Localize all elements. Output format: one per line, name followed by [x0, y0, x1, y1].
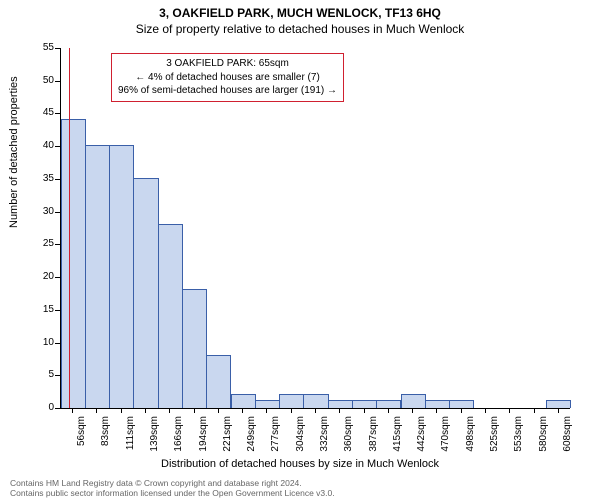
annotation-line: ← 4% of detached houses are smaller (7) [118, 71, 337, 85]
x-tick-label: 498sqm [465, 416, 476, 456]
x-tick-label: 221sqm [222, 416, 233, 456]
bar [255, 400, 280, 408]
footer-line-1: Contains HM Land Registry data © Crown c… [10, 478, 335, 488]
footer-line-2: Contains public sector information licen… [10, 488, 335, 498]
x-tick-label: 470sqm [440, 416, 451, 456]
footer-attribution: Contains HM Land Registry data © Crown c… [10, 478, 335, 498]
x-tick-mark [218, 408, 219, 413]
y-tick-mark [55, 277, 60, 278]
x-tick-mark [194, 408, 195, 413]
x-tick-label: 442sqm [416, 416, 427, 456]
y-tick-label: 30 [24, 206, 54, 217]
y-axis-label: Number of detached properties [8, 76, 20, 228]
x-tick-label: 304sqm [295, 416, 306, 456]
x-tick-mark [266, 408, 267, 413]
bar [303, 394, 328, 408]
x-tick-label: 111sqm [125, 416, 136, 456]
y-tick-label: 45 [24, 107, 54, 118]
x-tick-label: 415sqm [392, 416, 403, 456]
bar [85, 145, 110, 408]
x-tick-label: 139sqm [149, 416, 160, 456]
bar [158, 224, 183, 408]
x-tick-mark [436, 408, 437, 413]
x-tick-mark [339, 408, 340, 413]
x-tick-mark [96, 408, 97, 413]
y-tick-mark [55, 212, 60, 213]
x-tick-mark [485, 408, 486, 413]
x-tick-mark [121, 408, 122, 413]
x-tick-mark [534, 408, 535, 413]
y-tick-mark [55, 48, 60, 49]
bar [425, 400, 450, 408]
x-tick-label: 249sqm [246, 416, 257, 456]
y-tick-label: 0 [24, 402, 54, 413]
y-tick-mark [55, 146, 60, 147]
x-tick-label: 580sqm [538, 416, 549, 456]
bar [133, 178, 158, 408]
chart-plot-area [60, 48, 570, 408]
x-tick-mark [72, 408, 73, 413]
y-tick-label: 10 [24, 337, 54, 348]
bar [182, 289, 207, 408]
x-tick-mark [315, 408, 316, 413]
y-tick-label: 15 [24, 304, 54, 315]
y-tick-label: 35 [24, 173, 54, 184]
y-tick-mark [55, 343, 60, 344]
y-axis-line [60, 48, 61, 408]
y-tick-mark [55, 81, 60, 82]
x-tick-label: 553sqm [513, 416, 524, 456]
x-tick-mark [242, 408, 243, 413]
x-tick-label: 387sqm [368, 416, 379, 456]
y-tick-label: 5 [24, 369, 54, 380]
x-tick-mark [388, 408, 389, 413]
bar [401, 394, 426, 408]
y-tick-label: 20 [24, 271, 54, 282]
y-tick-label: 55 [24, 42, 54, 53]
bar [449, 400, 474, 408]
y-tick-mark [55, 375, 60, 376]
x-tick-label: 166sqm [173, 416, 184, 456]
bar [546, 400, 571, 408]
y-tick-mark [55, 244, 60, 245]
x-tick-mark [291, 408, 292, 413]
bar [376, 400, 401, 408]
y-tick-mark [55, 113, 60, 114]
bar [231, 394, 256, 408]
x-tick-label: 525sqm [489, 416, 500, 456]
x-tick-mark [509, 408, 510, 413]
x-tick-label: 83sqm [100, 416, 111, 456]
x-tick-mark [169, 408, 170, 413]
x-tick-label: 360sqm [343, 416, 354, 456]
annotation-line: 96% of semi-detached houses are larger (… [118, 84, 337, 98]
x-axis-label: Distribution of detached houses by size … [0, 458, 600, 470]
y-tick-mark [55, 310, 60, 311]
x-tick-mark [145, 408, 146, 413]
x-tick-label: 608sqm [562, 416, 573, 456]
x-tick-label: 332sqm [319, 416, 330, 456]
page-subtitle: Size of property relative to detached ho… [0, 20, 600, 36]
bar [109, 145, 134, 408]
bar [328, 400, 353, 408]
x-tick-label: 56sqm [76, 416, 87, 456]
bar [279, 394, 304, 408]
x-tick-mark [558, 408, 559, 413]
bar [206, 355, 231, 408]
bar [352, 400, 377, 408]
y-tick-mark [55, 408, 60, 409]
page-title: 3, OAKFIELD PARK, MUCH WENLOCK, TF13 6HQ [0, 0, 600, 20]
x-tick-label: 277sqm [270, 416, 281, 456]
y-tick-label: 40 [24, 140, 54, 151]
y-tick-label: 50 [24, 75, 54, 86]
x-tick-mark [364, 408, 365, 413]
annotation-box: 3 OAKFIELD PARK: 65sqm← 4% of detached h… [111, 53, 344, 102]
x-tick-label: 194sqm [198, 416, 209, 456]
y-tick-mark [55, 179, 60, 180]
annotation-line: 3 OAKFIELD PARK: 65sqm [118, 57, 337, 71]
bar [61, 119, 86, 408]
x-tick-mark [412, 408, 413, 413]
marker-line [69, 48, 70, 408]
y-tick-label: 25 [24, 238, 54, 249]
x-tick-mark [461, 408, 462, 413]
